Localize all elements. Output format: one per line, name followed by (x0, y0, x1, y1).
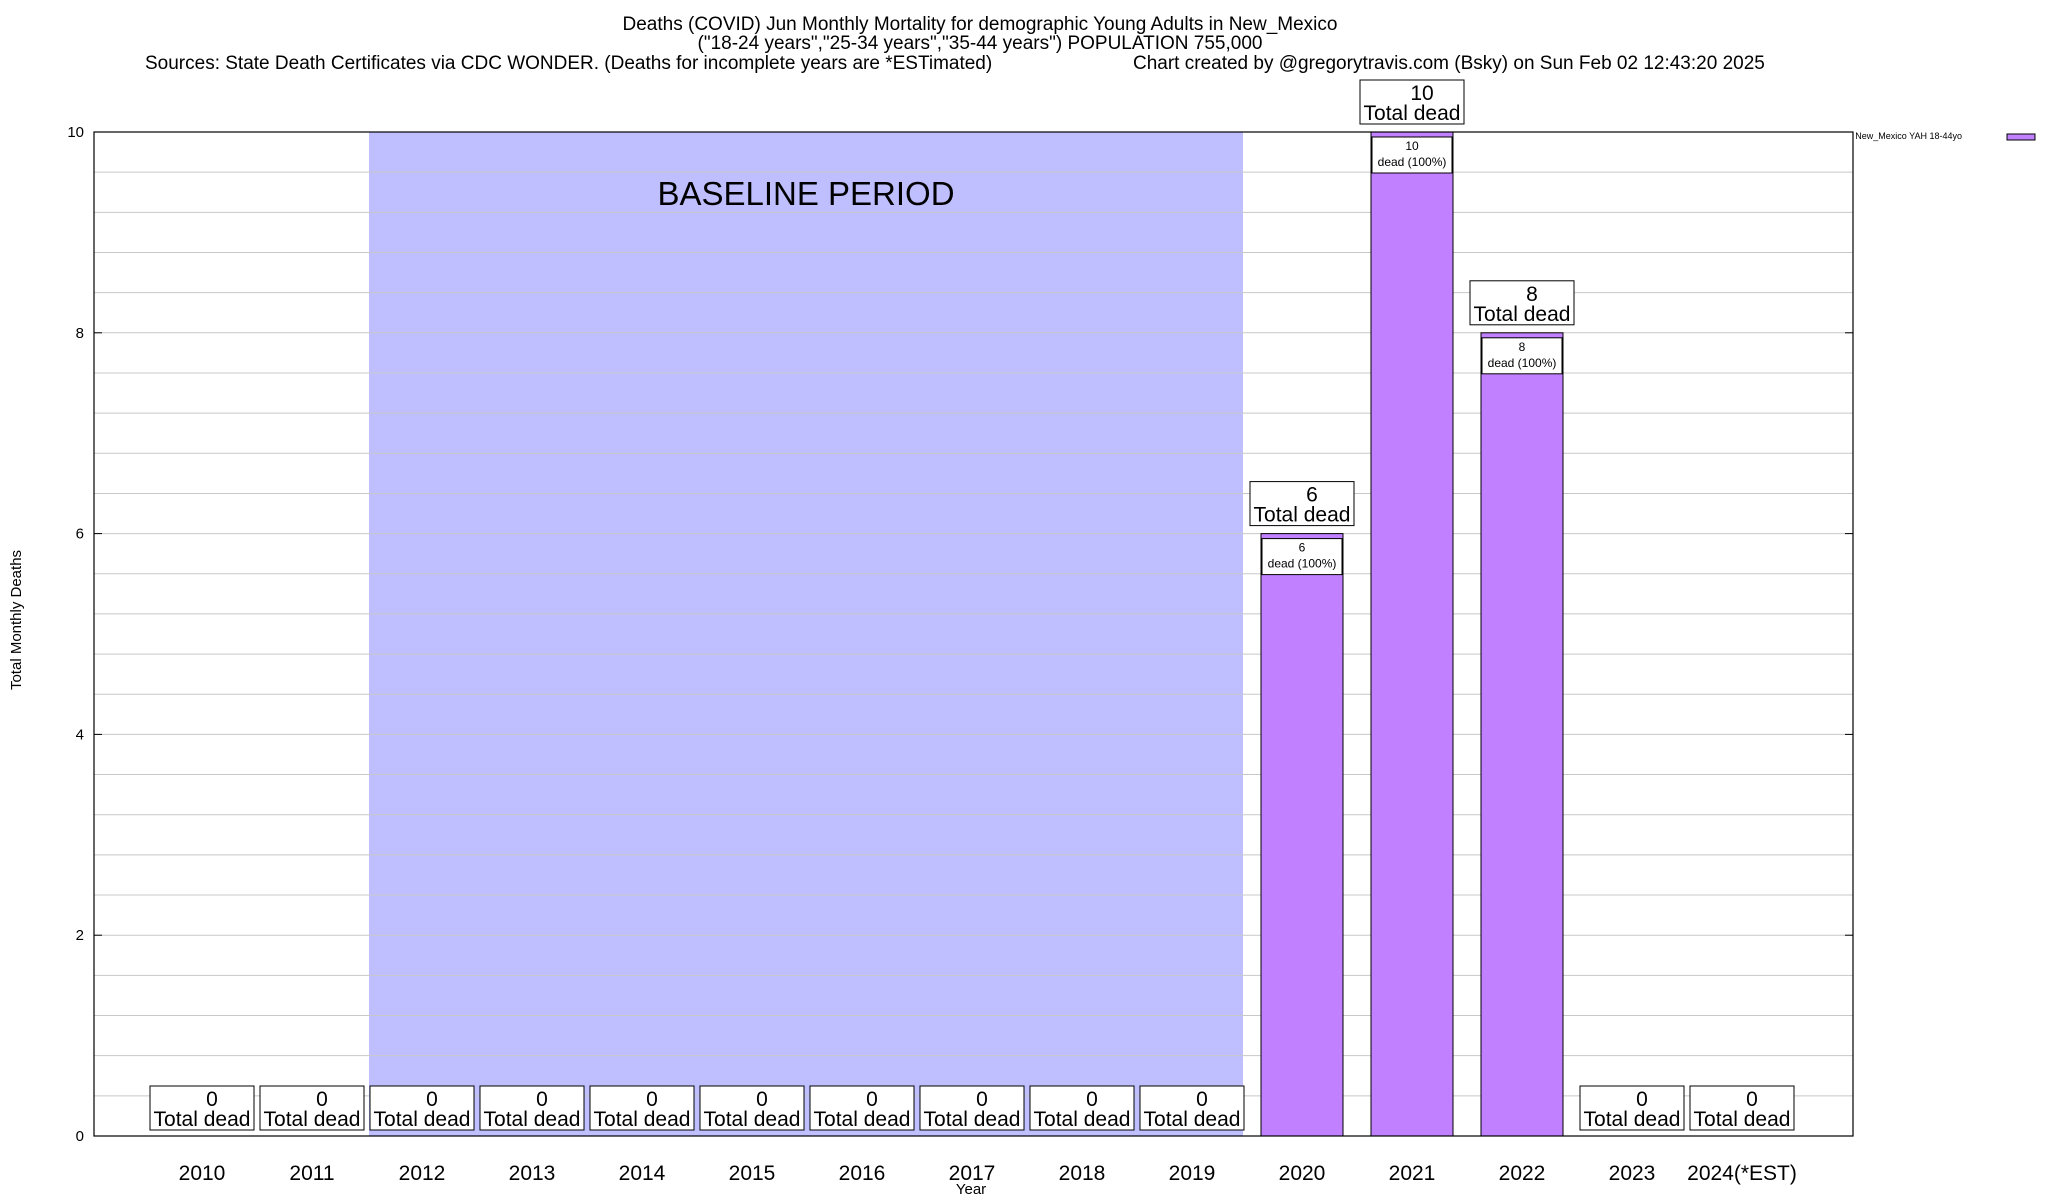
total-label-box (1579, 1085, 1685, 1131)
bar (1480, 332, 1564, 1137)
total-label-box (699, 1085, 805, 1131)
total-label-box (1359, 79, 1465, 125)
total-dead-label: Total dead (1034, 1108, 1131, 1131)
total-value-label: 10 (1410, 82, 1433, 105)
total-dead-label: Total dead (1584, 1108, 1681, 1131)
y-tick-label: 10 (67, 124, 84, 141)
total-dead-label: Total dead (484, 1108, 581, 1131)
total-dead-label: Total dead (154, 1108, 251, 1131)
x-tick-label: 2024(*EST) (1687, 1162, 1797, 1185)
total-value-label: 6 (1306, 484, 1318, 507)
total-value-label: 0 (1636, 1088, 1648, 1111)
total-value-label: 0 (206, 1088, 218, 1111)
total-value-label: 0 (976, 1088, 988, 1111)
total-dead-label: Total dead (264, 1108, 361, 1131)
bar-inner-label-box (1481, 337, 1563, 375)
x-tick-label: 2017 (949, 1162, 996, 1185)
total-value-label: 0 (1196, 1088, 1208, 1111)
bar-inner-label-box (1371, 136, 1453, 174)
x-tick-label: 2013 (509, 1162, 556, 1185)
total-label-box (1469, 280, 1575, 326)
total-dead-label: Total dead (1474, 303, 1571, 326)
x-tick-label: 2015 (729, 1162, 776, 1185)
x-tick-label: 2021 (1389, 1162, 1436, 1185)
y-tick-label: 0 (76, 1128, 84, 1145)
total-value-label: 0 (756, 1088, 768, 1111)
chart-credit: Chart created by @gregorytravis.com (Bsk… (1133, 53, 1765, 74)
total-dead-label: Total dead (374, 1108, 471, 1131)
total-value-label: 8 (1526, 283, 1538, 306)
bar-inner-value-label: 10 (1405, 139, 1419, 153)
total-label-box (1249, 481, 1355, 527)
bar-inner-percent-label: dead (100%) (1488, 356, 1557, 370)
total-dead-label: Total dead (814, 1108, 911, 1131)
y-tick-label: 4 (76, 726, 84, 743)
baseline-period-band (369, 132, 1243, 1136)
x-axis-title: Year (956, 1181, 986, 1198)
bar-inner-value-label: 6 (1299, 541, 1306, 555)
total-dead-label: Total dead (1254, 504, 1351, 527)
total-dead-label: Total dead (594, 1108, 691, 1131)
x-tick-label: 2010 (179, 1162, 226, 1185)
total-value-label: 0 (426, 1088, 438, 1111)
x-tick-label: 2023 (1609, 1162, 1656, 1185)
total-dead-label: Total dead (1364, 102, 1461, 125)
y-tick-label: 6 (76, 526, 84, 543)
total-value-label: 0 (316, 1088, 328, 1111)
bar (1370, 131, 1454, 1137)
bar-inner-label-box (1261, 538, 1343, 576)
total-dead-label: Total dead (924, 1108, 1021, 1131)
total-label-box (479, 1085, 585, 1131)
legend: New_Mexico YAH 18-44yo (1855, 131, 2036, 141)
x-tick-label: 2012 (399, 1162, 446, 1185)
bar-inner-percent-label: dead (100%) (1268, 557, 1337, 571)
chart-subtitle: ("18-24 years","25-34 years","35-44 year… (697, 33, 1263, 54)
chart-title: Deaths (COVID) Jun Monthly Mortality for… (622, 14, 1338, 35)
x-tick-label: 2014 (619, 1162, 666, 1185)
total-label-box (809, 1085, 915, 1131)
total-label-box (1139, 1085, 1245, 1131)
y-tick-label: 2 (76, 927, 84, 944)
total-label-box (259, 1085, 365, 1131)
total-value-label: 0 (1746, 1088, 1758, 1111)
x-tick-label: 2016 (839, 1162, 886, 1185)
total-value-label: 0 (866, 1088, 878, 1111)
x-tick-label: 2022 (1499, 1162, 1546, 1185)
total-label-box (149, 1085, 255, 1131)
chart-sources: Sources: State Death Certificates via CD… (145, 53, 993, 74)
bar-inner-value-label: 8 (1519, 340, 1526, 354)
x-tick-label: 2018 (1059, 1162, 1106, 1185)
total-label-box (1029, 1085, 1135, 1131)
baseline-period-label: BASELINE PERIOD (657, 175, 954, 212)
legend-label: New_Mexico YAH 18-44yo (1855, 131, 1962, 141)
total-dead-label: Total dead (1694, 1108, 1791, 1131)
total-label-box (919, 1085, 1025, 1131)
legend-swatch (2006, 133, 2036, 141)
y-tick-label: 8 (76, 325, 84, 342)
total-dead-label: Total dead (704, 1108, 801, 1131)
plot-frame (93, 131, 1854, 1137)
total-label-box (589, 1085, 695, 1131)
total-value-label: 0 (1086, 1088, 1098, 1111)
total-dead-label: Total dead (1144, 1108, 1241, 1131)
total-value-label: 0 (646, 1088, 658, 1111)
x-tick-label: 2020 (1279, 1162, 1326, 1185)
y-axis-title: Total Monthly Deaths (8, 550, 25, 690)
total-label-box (369, 1085, 475, 1131)
total-label-box (1689, 1085, 1795, 1131)
bar-inner-percent-label: dead (100%) (1378, 155, 1447, 169)
bar (1260, 533, 1344, 1137)
x-tick-label: 2019 (1169, 1162, 1216, 1185)
x-tick-label: 2011 (289, 1162, 334, 1185)
total-value-label: 0 (536, 1088, 548, 1111)
